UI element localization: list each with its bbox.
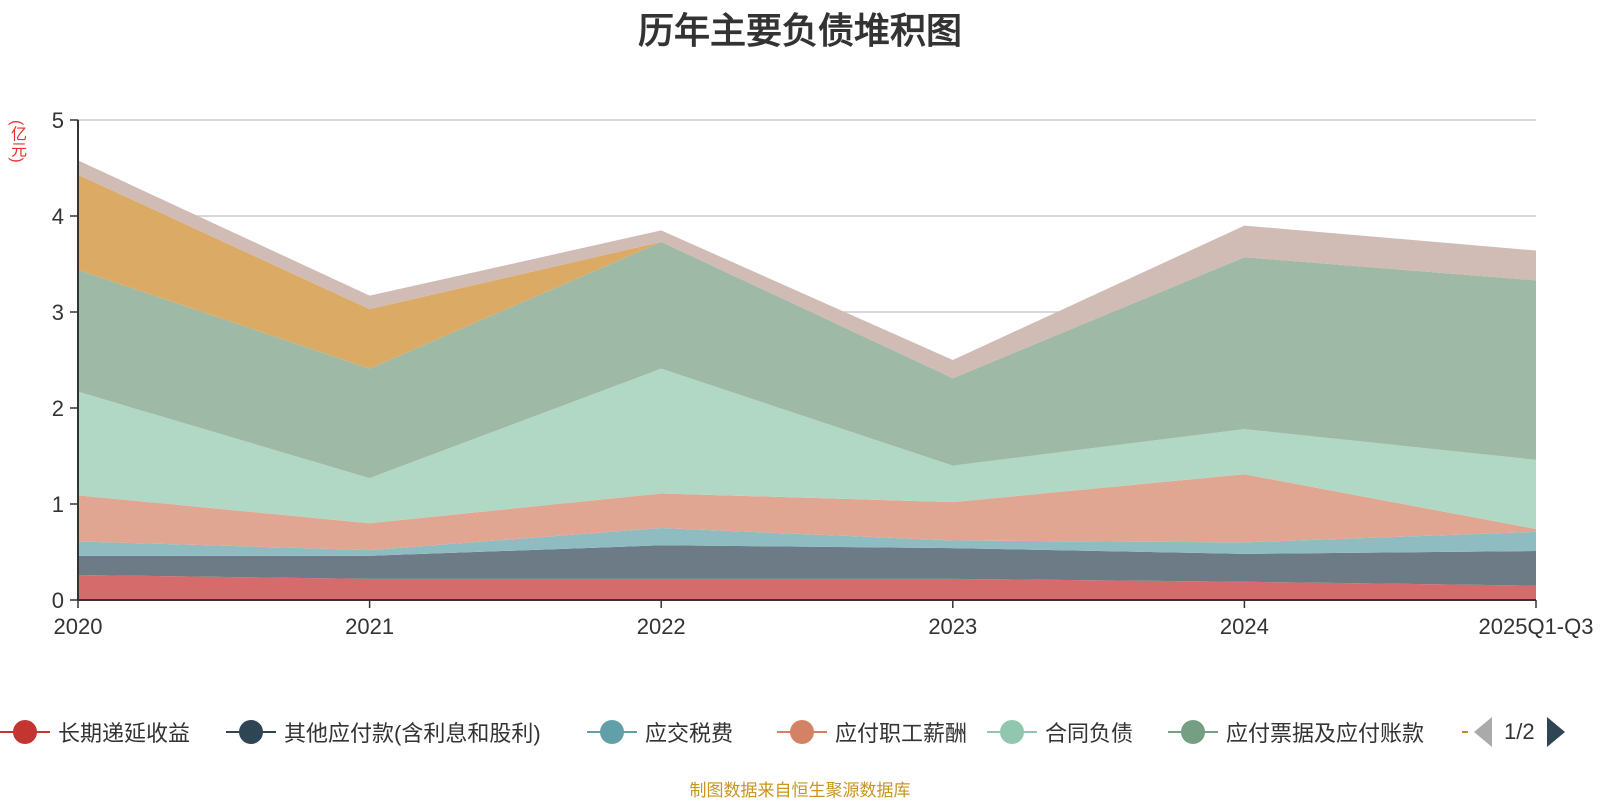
y-tick-label: 4	[52, 204, 64, 229]
legend-item[interactable]: 长期递延收益	[0, 712, 190, 752]
y-tick-label: 1	[52, 492, 64, 517]
x-tick-label: 2024	[1220, 614, 1269, 639]
legend-label: 长期递延收益	[58, 721, 191, 746]
chart-title: 历年主要负债堆积图	[637, 10, 962, 51]
x-tick-label: 2022	[637, 614, 686, 639]
legend-item[interactable]: 应交税费	[587, 712, 733, 752]
legend-label: 应付职工薪酬	[835, 721, 968, 746]
legend-pager: 1/2	[1468, 712, 1600, 752]
legend-next-page-button[interactable]	[1546, 717, 1565, 747]
area-series-2	[78, 545, 1536, 586]
y-axis-unit-label: (亿元)	[8, 120, 25, 163]
y-tick-label: 5	[52, 108, 64, 133]
legend-prev-page-button[interactable]	[1474, 717, 1492, 747]
area-series-6	[78, 241, 1536, 479]
legend-marker-icon	[777, 717, 827, 747]
y-tick-label: 2	[52, 396, 64, 421]
legend-marker-icon	[0, 717, 50, 747]
chart-legend: 长期递延收益 其他应付款(含利息和股利) 应交税费 应付职工薪酬 合同负债 应付票据及应付…	[0, 712, 1600, 752]
legend-item[interactable]: 合同负债	[987, 712, 1133, 752]
legend-label: 应付票据及应付账款	[1226, 721, 1425, 746]
area-series-4	[78, 474, 1536, 551]
legend-label: 其他应付款(含利息和股利)	[284, 721, 541, 746]
area-series-5	[78, 368, 1536, 529]
legend-marker-icon	[226, 717, 276, 747]
x-tick-label: 2020	[54, 614, 103, 639]
legend-label: 合同负债	[1045, 721, 1134, 746]
x-tick-label: 2023	[928, 614, 977, 639]
legend-item[interactable]: 其他应付款(含利息和股利)	[226, 712, 541, 752]
x-tick-label: 2025Q1-Q3	[1479, 614, 1594, 639]
y-tick-label: 3	[52, 300, 64, 325]
area-series-1	[78, 575, 1536, 600]
legend-item[interactable]: 应付票据及应付账款	[1168, 712, 1424, 752]
data-source-note: 制图数据来自恒生聚源数据库	[689, 781, 911, 800]
y-tick-label: 0	[52, 588, 64, 613]
legend-marker-icon	[987, 717, 1037, 747]
legend-label: 应交税费	[645, 721, 734, 746]
area-series-7	[78, 174, 1536, 379]
x-tick-label: 2021	[345, 614, 394, 639]
area-series-3	[78, 528, 1536, 556]
legend-marker-icon	[587, 717, 637, 747]
legend-page-indicator: 1/2	[1504, 719, 1535, 744]
legend-item[interactable]: 应付职工薪酬	[777, 712, 967, 752]
legend-marker-icon	[1168, 717, 1218, 747]
